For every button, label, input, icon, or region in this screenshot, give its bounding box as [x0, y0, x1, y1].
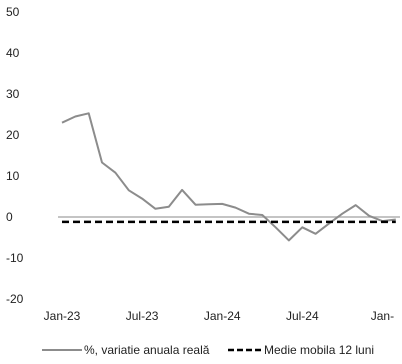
y-tick-label: 0: [6, 210, 13, 224]
y-tick-label: -10: [6, 251, 24, 265]
legend-label-annual-variation: %, variatie anuala reală: [84, 343, 210, 357]
x-tick-label: Jan-24: [204, 309, 241, 323]
series-annual-variation-line: [61, 112, 396, 242]
y-tick-label: 10: [6, 169, 20, 183]
x-tick-label: Jan-: [371, 309, 394, 323]
x-axis-ticks: Jan-23 Jul-23 Jan-24 Jul-24 Jan-: [44, 309, 394, 323]
y-tick-label: 40: [6, 46, 20, 60]
legend: %, variatie anuala reală Medie mobila 12 …: [42, 343, 374, 357]
y-tick-label: -20: [6, 292, 24, 306]
x-tick-label: Jan-23: [44, 309, 81, 323]
series-layer: [61, 112, 396, 242]
x-tick-label: Jul-23: [126, 309, 159, 323]
y-tick-label: 20: [6, 128, 20, 142]
y-tick-label: 30: [6, 87, 20, 101]
y-axis-ticks: 50 40 30 20 10 0 -10 -20: [6, 5, 24, 306]
legend-label-moving-average: Medie mobila 12 luni: [264, 343, 374, 357]
x-tick-label: Jul-24: [286, 309, 319, 323]
y-tick-label: 50: [6, 5, 20, 19]
